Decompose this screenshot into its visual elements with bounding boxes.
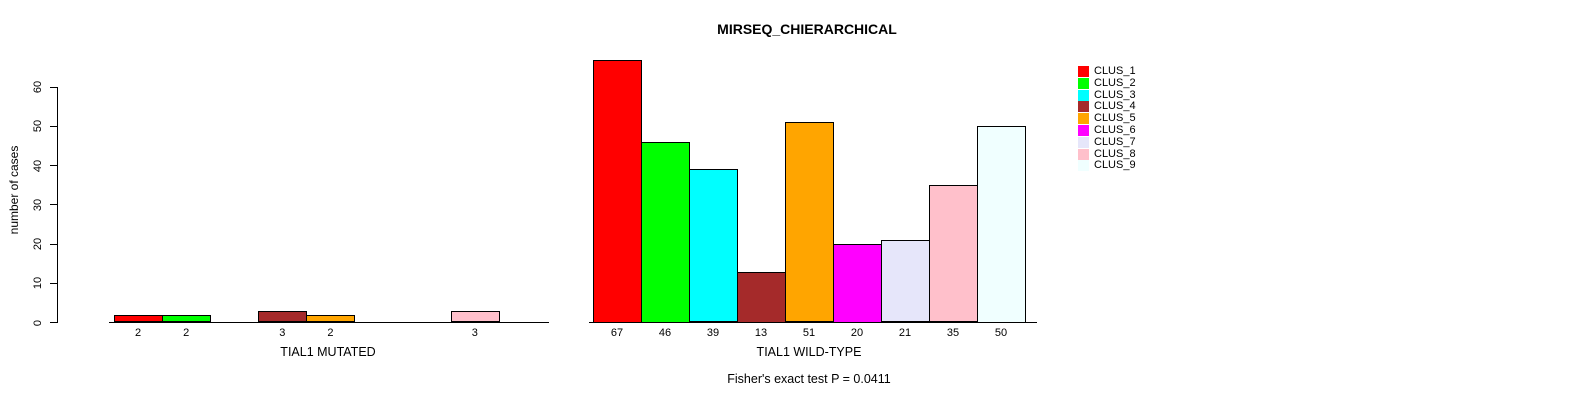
x-axis-baseline <box>589 322 1037 323</box>
y-axis-title: number of cases <box>7 145 21 235</box>
bar-clus_4 <box>258 310 307 323</box>
bar-clus_8 <box>929 185 978 323</box>
bar-clus_1 <box>114 314 163 323</box>
bar-value-label: 2 <box>134 327 142 339</box>
bar-value-label: 67 <box>610 327 624 339</box>
y-tick-label: 40 <box>32 159 44 172</box>
y-tick-label: 30 <box>32 198 44 211</box>
bar-value-label: 46 <box>658 327 672 339</box>
legend-label-clus_2: CLUS_2 <box>1094 76 1136 89</box>
legend-swatch-clus_6 <box>1078 125 1089 136</box>
y-tick-label: 60 <box>32 80 44 94</box>
bar-value-label: 3 <box>279 327 286 339</box>
y-tick-mark <box>50 165 57 166</box>
bar-value-label: 21 <box>898 327 912 339</box>
bar-clus_5 <box>306 314 355 323</box>
bar-clus_2 <box>162 314 211 323</box>
bar-clus_9 <box>977 126 1026 323</box>
legend-swatch-clus_5 <box>1078 113 1089 125</box>
legend-label-clus_1: CLUS_1 <box>1094 65 1136 77</box>
legend-swatch-clus_7 <box>1078 136 1089 148</box>
chart-title: MIRSEQ_CHIERARCHICAL <box>717 21 897 37</box>
legend-label-clus_4: CLUS_4 <box>1094 100 1136 113</box>
legend-swatch-clus_3 <box>1078 89 1089 101</box>
y-tick-label: 10 <box>32 277 44 290</box>
bar-value-label: 39 <box>706 327 720 339</box>
bar-value-label: 2 <box>327 327 334 339</box>
bar-value-label: 3 <box>471 327 478 339</box>
bar-clus_7 <box>881 240 930 323</box>
y-tick-label: 0 <box>32 319 44 326</box>
legend-swatch-clus_2 <box>1078 77 1089 89</box>
legend-swatch-clus_1 <box>1078 66 1089 77</box>
bar-clus_8 <box>451 310 500 323</box>
legend-swatch-clus_4 <box>1078 101 1089 113</box>
bar-value-label: 51 <box>802 327 816 339</box>
fisher-test-subtitle: Fisher's exact test P = 0.0411 <box>727 372 891 386</box>
y-tick-label: 50 <box>32 120 44 133</box>
bar-clus_2 <box>641 142 690 323</box>
y-tick-mark <box>50 125 57 127</box>
x-axis-baseline <box>109 322 549 323</box>
legend-swatch-clus_8 <box>1078 148 1089 160</box>
bar-clus_6 <box>833 244 882 323</box>
y-tick-mark <box>50 86 57 88</box>
bar-value-label: 13 <box>754 327 768 339</box>
y-tick-mark <box>50 204 57 206</box>
legend-label-clus_9: CLUS_9 <box>1094 159 1136 172</box>
bar-clus_3 <box>689 169 738 323</box>
bar-clus_5 <box>785 122 834 323</box>
legend-label-clus_5: CLUS_5 <box>1094 112 1136 125</box>
x-axis-title-mutated: TIAL1 MUTATED <box>280 345 376 359</box>
y-tick-mark <box>50 322 57 323</box>
y-tick-label: 20 <box>32 237 44 251</box>
bar-clus_1 <box>593 59 642 323</box>
legend-label-clus_8: CLUS_8 <box>1094 147 1136 160</box>
bar-value-label: 35 <box>946 327 960 339</box>
x-axis-title-wild-type: TIAL1 WILD-TYPE <box>756 345 862 359</box>
y-tick-mark <box>50 282 57 284</box>
legend-label-clus_3: CLUS_3 <box>1094 88 1136 101</box>
bar-value-label: 20 <box>850 327 864 339</box>
bar-value-label: 2 <box>183 327 190 339</box>
y-axis-line <box>57 87 58 323</box>
bar-clus_4 <box>737 271 786 323</box>
bar-value-label: 50 <box>994 327 1008 339</box>
legend-swatch-clus_9 <box>1078 160 1089 172</box>
legend-label-clus_7: CLUS_7 <box>1094 135 1136 148</box>
y-tick-mark <box>50 243 57 245</box>
legend-label-clus_6: CLUS_6 <box>1094 124 1136 136</box>
